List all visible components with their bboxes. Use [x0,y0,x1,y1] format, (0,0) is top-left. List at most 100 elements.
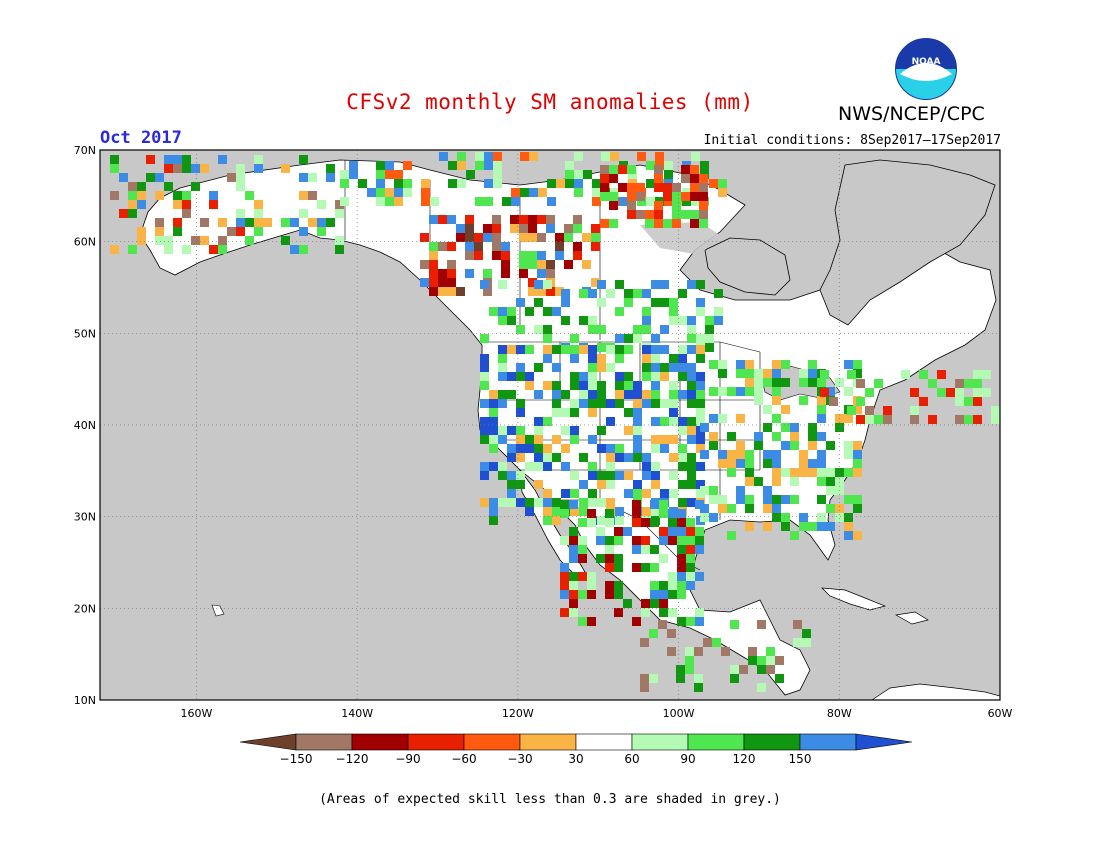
anomaly-cell [763,378,772,387]
anomaly-cell [164,236,173,245]
anomaly-cell [543,345,552,354]
anomaly-cell [489,399,498,408]
anomaly-cell [546,287,555,296]
anomaly-cell [367,188,376,197]
anomaly-cell [317,218,326,227]
anomaly-cell [982,370,991,379]
anomaly-cell [516,498,525,507]
anomaly-cell [573,242,582,251]
anomaly-cell [498,372,507,381]
anomaly-cell [597,354,606,363]
anomaly-cell [543,325,552,334]
anomaly-cell [137,236,146,245]
anomaly-cell [624,334,633,343]
anomaly-cell [349,161,358,170]
anomaly-cell [694,647,703,656]
anomaly-cell [583,170,592,179]
anomaly-cell [826,504,835,513]
anomaly-cell [718,495,727,504]
anomaly-cell [808,468,817,477]
anomaly-cell [560,590,569,599]
anomaly-cell [447,260,456,269]
anomaly-cell [155,191,164,200]
anomaly-cell [570,471,579,480]
anomaly-cell [817,477,826,486]
anomaly-cell [736,369,745,378]
anomaly-cell [173,155,182,164]
anomaly-cell [394,170,403,179]
anomaly-cell [633,435,642,444]
anomaly-cell [624,489,633,498]
anomaly-cell [829,397,838,406]
anomaly-cell [200,164,209,173]
anomaly-cell [799,459,808,468]
anomaly-cell [651,435,660,444]
anomaly-cell [119,209,128,218]
colorbar-segment [519,733,577,751]
anomaly-cell [448,161,457,170]
anomaly-cell [853,468,862,477]
anomaly-cell [615,507,624,516]
anomaly-cell [579,399,588,408]
anomaly-cell [609,192,618,201]
anomaly-cell [137,200,146,209]
anomaly-cell [772,477,781,486]
anomaly-cell [690,210,699,219]
anomaly-cell [615,334,624,343]
anomaly-cell [651,471,660,480]
anomaly-cell [492,233,501,242]
anomaly-cell [712,638,721,647]
anomaly-cell [699,210,708,219]
anomaly-cell [687,435,696,444]
anomaly-cell [672,219,681,228]
anomaly-cell [623,599,632,608]
anomaly-cell [403,179,412,188]
anomaly-cell [498,307,507,316]
anomaly-cell [606,363,615,372]
anomaly-cell [668,509,677,518]
anomaly-cell [570,489,579,498]
anomaly-cell [686,563,695,572]
anomaly-cell [781,495,790,504]
anomaly-cell [699,192,708,201]
anomaly-cell [600,192,609,201]
anomaly-cell [709,360,718,369]
anomaly-cell [525,345,534,354]
anomaly-cell [564,233,573,242]
anomaly-cell [910,388,919,397]
anomaly-cell [718,504,727,513]
anomaly-cell [498,390,507,399]
anomaly-cell [552,498,561,507]
anomaly-cell [610,152,619,161]
anomaly-cell [668,518,677,527]
anomaly-cell [492,251,501,260]
anomaly-cell [687,325,696,334]
anomaly-cell [973,397,982,406]
anomaly-cell [650,545,659,554]
anomaly-cell [651,417,660,426]
anomaly-cell [687,363,696,372]
anomaly-cell [507,390,516,399]
anomaly-cell [677,536,686,545]
anomaly-cell [672,183,681,192]
anomaly-cell [465,269,474,278]
anomaly-cell [772,369,781,378]
anomaly-cell [614,554,623,563]
anomaly-cell [281,218,290,227]
anomaly-cell [745,360,754,369]
anomaly-cell [493,161,502,170]
anomaly-cell [615,399,624,408]
anomaly-cell [690,192,699,201]
anomaly-cell [727,504,736,513]
anomaly-cell [856,379,865,388]
anomaly-cell [772,396,781,405]
latitude-tick-label: 50N [74,327,96,340]
anomaly-cell [686,518,695,527]
anomaly-cell [597,516,606,525]
anomaly-cell [474,251,483,260]
anomaly-cell [591,278,600,287]
anomaly-cell [552,363,561,372]
anomaly-cell [627,192,636,201]
anomaly-cell [335,209,344,218]
anomaly-cell [218,155,227,164]
